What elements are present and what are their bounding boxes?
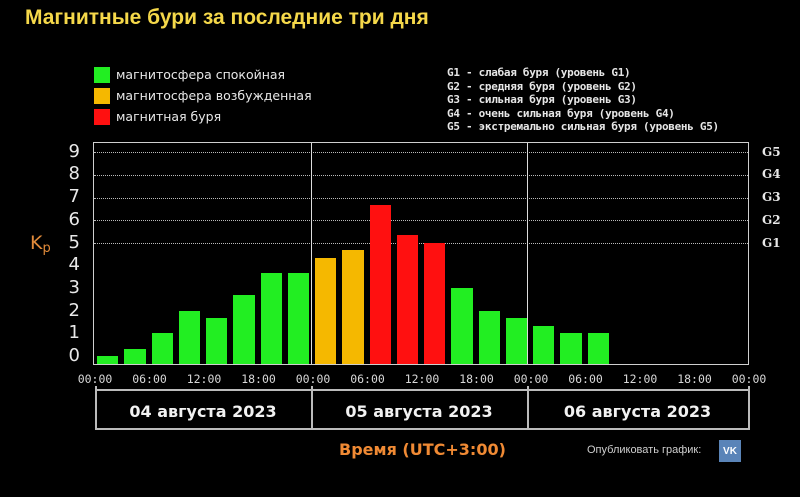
x-tick-label: 06:00 xyxy=(568,372,603,386)
legend-item-calm: магнитосфера спокойная xyxy=(94,64,312,85)
kp-bar xyxy=(369,204,391,364)
kp-bar xyxy=(206,318,228,364)
legend-label: магнитосфера возбужденная xyxy=(116,88,312,103)
x-tick-label: 06:00 xyxy=(132,372,167,386)
plot-area xyxy=(93,142,749,365)
y-tick-label: 8 xyxy=(68,163,80,185)
day-separator xyxy=(526,143,528,364)
y-tick-label: 5 xyxy=(68,231,80,253)
date-axis-bottom-line xyxy=(95,428,749,430)
kp-bar xyxy=(451,287,473,364)
kp-bar xyxy=(533,325,555,364)
legend-swatch-orange xyxy=(94,87,110,104)
date-separator xyxy=(527,386,529,430)
x-tick-label: 06:00 xyxy=(350,372,385,386)
g-legend-line: G1 - слабая буря (уровень G1) xyxy=(447,66,631,79)
kp-bar xyxy=(97,356,119,364)
y-tick-label: 6 xyxy=(68,208,80,230)
g-legend-line: G4 - очень сильная буря (уровень G4) xyxy=(447,106,675,120)
g-tick-label: G2 xyxy=(762,212,781,227)
legend-item-storm: магнитная буря xyxy=(94,106,312,127)
g-legend-line: G3 - сильная буря (уровень G3) xyxy=(447,93,637,106)
x-tick-label: 00:00 xyxy=(731,372,767,386)
kp-bar xyxy=(260,272,282,364)
y-axis-title: Kp xyxy=(30,232,51,256)
y-tick-label: 2 xyxy=(68,299,80,321)
g-legend-line: G5 - экстремально сильная буря (уровень … xyxy=(447,120,719,133)
x-tick-label: 18:00 xyxy=(677,372,712,386)
x-tick-label: 12:00 xyxy=(622,372,658,386)
y-tick-label: 1 xyxy=(68,322,80,344)
kp-bar xyxy=(505,318,527,364)
g-tick-label: G3 xyxy=(762,190,781,205)
y-axis-title-sub: p xyxy=(42,241,51,256)
date-label: 04 августа 2023 xyxy=(129,402,277,421)
g-tick-label: G5 xyxy=(762,144,781,159)
kp-bar xyxy=(560,333,582,364)
legend-swatch-red xyxy=(94,108,110,125)
legend-label: магнитосфера спокойная xyxy=(116,67,286,82)
status-legend: магнитосфера спокойная магнитосфера возб… xyxy=(94,64,312,127)
day-separator xyxy=(310,143,312,364)
kp-bar xyxy=(287,272,309,364)
x-tick-label: 18:00 xyxy=(459,372,494,386)
gridline xyxy=(94,243,748,244)
kp-bar xyxy=(124,348,146,364)
kp-bar xyxy=(178,310,200,364)
x-axis-title: Время (UTC+3:00) xyxy=(339,440,506,459)
date-separator xyxy=(95,386,97,430)
kp-bar xyxy=(315,257,337,364)
y-tick-label: 0 xyxy=(68,345,80,366)
kp-bar xyxy=(233,295,255,364)
gridline xyxy=(94,220,748,222)
chart-title: Магнитные бури за последние три дня xyxy=(25,6,429,29)
legend-label: магнитная буря xyxy=(116,109,222,124)
g-tick-label: G4 xyxy=(762,167,781,182)
y-tick-label: 4 xyxy=(68,254,80,276)
g-legend-line: G2 - средняя буря (уровень G2) xyxy=(447,79,637,93)
g-tick-label: G1 xyxy=(762,235,781,250)
gridline xyxy=(94,152,748,154)
date-label: 06 августа 2023 xyxy=(563,402,712,421)
kp-bar xyxy=(151,333,173,364)
date-label: 05 августа 2023 xyxy=(345,402,493,421)
x-tick-label: 00:00 xyxy=(77,372,113,386)
y-tick-label: 9 xyxy=(68,140,80,162)
legend-item-excited: магнитосфера возбужденная xyxy=(94,85,312,106)
x-tick-label: 12:00 xyxy=(186,372,222,386)
g-scale-legend: G1 - слабая буря (уровень G1) G2 - средн… xyxy=(447,66,719,134)
date-axis-top-line xyxy=(95,389,749,391)
kp-bar xyxy=(342,250,364,364)
date-separator xyxy=(311,386,313,430)
x-tick-label: 12:00 xyxy=(404,372,440,386)
date-separator xyxy=(748,386,750,430)
x-tick-label: 00:00 xyxy=(513,372,549,386)
kp-bar xyxy=(424,242,446,364)
kp-bar xyxy=(587,333,609,364)
x-tick-label: 18:00 xyxy=(241,372,276,386)
kp-bar xyxy=(478,310,500,364)
y-tick-label: 7 xyxy=(68,186,80,208)
publish-label: Опубликовать график: xyxy=(587,444,702,456)
y-tick-label: 3 xyxy=(68,276,80,298)
vk-share-button[interactable]: VK xyxy=(719,440,741,462)
kp-bar xyxy=(396,235,418,364)
gridline xyxy=(94,197,748,199)
y-axis-title-main: K xyxy=(30,232,43,254)
gridline xyxy=(94,174,748,176)
legend-swatch-green xyxy=(94,66,110,83)
x-tick-label: 00:00 xyxy=(295,372,331,386)
